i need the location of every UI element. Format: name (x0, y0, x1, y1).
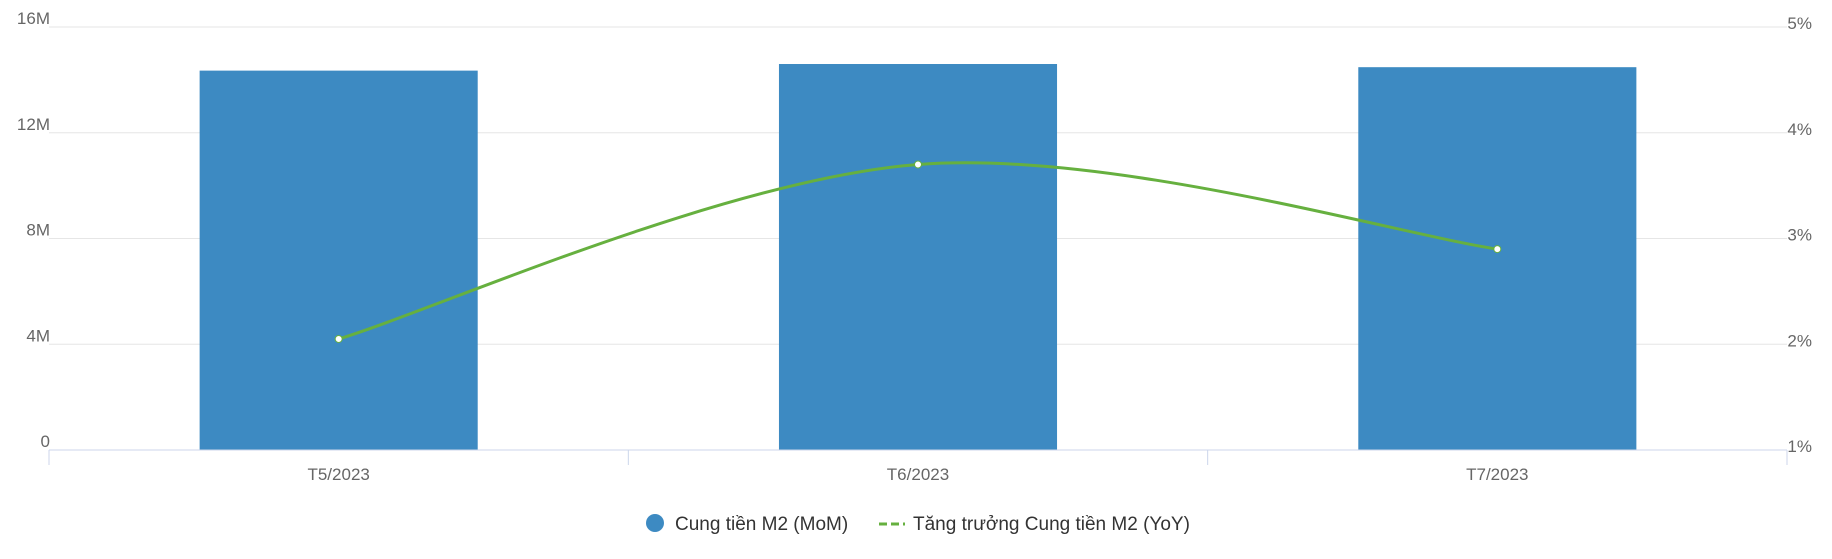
legend-bar-label: Cung tiền M2 (MoM) (675, 514, 848, 535)
y-left-tick-label: 12M (17, 115, 50, 134)
legend-bar-swatch (646, 514, 664, 532)
y-left-tick-label: 4M (26, 326, 50, 345)
y-right-tick-label: 4% (1787, 120, 1812, 139)
line-point[interactable] (914, 160, 922, 169)
line-series (334, 160, 1502, 343)
y-right-tick-label: 1% (1787, 437, 1812, 456)
bar-series (199, 64, 1637, 450)
bar[interactable] (778, 64, 1058, 450)
y-right-tick-label: 5% (1787, 14, 1812, 33)
x-tick-label: T7/2023 (1466, 465, 1528, 484)
y-right-tick-label: 3% (1787, 226, 1812, 245)
x-tick-label: T5/2023 (307, 465, 369, 484)
legend-item-mom[interactable]: Cung tiền M2 (MoM) (646, 514, 848, 535)
axes: 0 4M 8M 12M 16M 1% 2% 3% 4% 5% T5/2023 T6/2023 T7/20… (17, 9, 1812, 484)
legend: Cung tiền M2 (MoM) Tăng trưởng Cung tiền… (646, 514, 1190, 535)
line-point[interactable] (1493, 245, 1502, 254)
x-tick-label: T6/2023 (887, 465, 949, 484)
y-left-tick-label: 8M (26, 221, 50, 240)
line-point[interactable] (334, 334, 343, 343)
bar[interactable] (199, 70, 478, 450)
legend-item-yoy[interactable]: Tăng trưởng Cung tiền M2 (YoY) (879, 514, 1190, 535)
bar[interactable] (1358, 67, 1637, 450)
y-left-tick-label: 0 (41, 432, 50, 451)
legend-line-label: Tăng trưởng Cung tiền M2 (YoY) (913, 514, 1190, 535)
y-left-tick-label: 16M (17, 9, 50, 28)
y-right-tick-label: 2% (1787, 331, 1812, 350)
